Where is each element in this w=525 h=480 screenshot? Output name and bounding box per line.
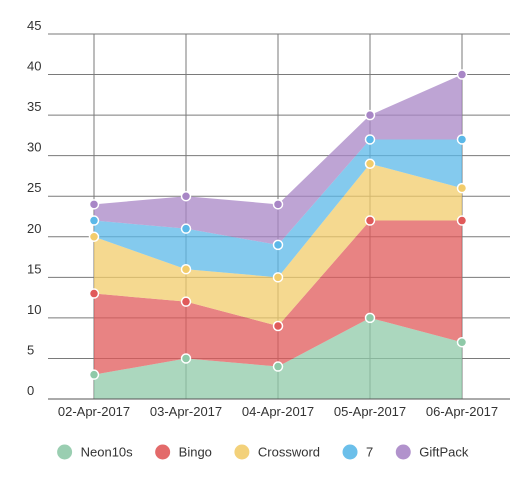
y-tick-label: 25 (27, 180, 41, 195)
point-7[interactable] (364, 134, 376, 145)
legend-marker (395, 444, 411, 460)
point-bingo[interactable] (88, 288, 100, 299)
y-tick-label: 20 (27, 221, 41, 236)
x-tick-label: 06-Apr-2017 (426, 404, 498, 419)
point-crossword[interactable] (364, 158, 376, 170)
y-tick-label: 35 (27, 99, 41, 114)
y-tick-label: 30 (27, 140, 41, 155)
point-giftpack[interactable] (272, 199, 284, 210)
legend-label: GiftPack (419, 445, 469, 460)
point-crossword[interactable] (272, 272, 284, 283)
y-tick-label: 40 (27, 59, 41, 74)
point-neon10s[interactable] (180, 353, 192, 364)
x-tick-label: 04-Apr-2017 (242, 404, 314, 419)
point-7[interactable] (272, 239, 284, 251)
point-neon10s[interactable] (88, 369, 100, 380)
legend[interactable]: Neon10s Bingo Crossword 7 GiftPack (57, 444, 469, 460)
legend-item-7[interactable]: 7 (342, 444, 374, 460)
point-giftpack[interactable] (456, 69, 468, 80)
legend-label: Bingo (179, 445, 212, 460)
point-giftpack[interactable] (88, 199, 100, 210)
y-tick-label: 15 (27, 261, 41, 276)
axes: 0 5 10 15 20 25 30 35 40 45 02-Apr-2017 03-Apr-2017… (27, 18, 510, 419)
y-tick-label: 45 (27, 18, 41, 33)
legend-item-crossword[interactable]: Crossword (234, 444, 320, 460)
legend-item-bingo[interactable]: Bingo (155, 444, 212, 460)
point-neon10s[interactable] (364, 312, 376, 324)
x-tick-label: 02-Apr-2017 (58, 404, 130, 419)
legend-marker (342, 444, 358, 460)
area-neon10s (94, 317, 462, 399)
point-giftpack[interactable] (180, 190, 192, 202)
y-tick-label: 0 (27, 383, 34, 398)
point-crossword[interactable] (180, 263, 192, 275)
area-bingo (94, 220, 462, 375)
point-bingo[interactable] (272, 320, 284, 332)
x-tick-label: 03-Apr-2017 (150, 404, 222, 419)
legend-marker (57, 444, 73, 460)
data-points (88, 69, 468, 380)
legend-label: Crossword (258, 445, 320, 460)
point-7[interactable] (180, 223, 192, 234)
point-bingo[interactable] (180, 296, 192, 307)
area-crossword (94, 163, 462, 326)
y-tick-label: 5 (27, 342, 34, 357)
point-bingo[interactable] (456, 215, 468, 226)
legend-label: 7 (366, 445, 373, 460)
legend-item-neon10s[interactable]: Neon10s (57, 444, 134, 460)
area-7 (94, 139, 462, 278)
point-7[interactable] (456, 134, 468, 145)
legend-label: Neon10s (81, 445, 134, 460)
point-crossword[interactable] (456, 182, 468, 194)
legend-marker (155, 444, 171, 460)
y-tick-label: 10 (27, 302, 41, 317)
x-tick-label: 05-Apr-2017 (334, 404, 406, 419)
legend-marker (234, 444, 250, 460)
point-neon10s[interactable] (456, 336, 468, 348)
point-neon10s[interactable] (272, 361, 284, 372)
point-bingo[interactable] (364, 215, 376, 226)
point-giftpack[interactable] (364, 109, 376, 121)
point-crossword[interactable] (88, 231, 100, 243)
point-7[interactable] (88, 215, 100, 226)
legend-item-giftpack[interactable]: GiftPack (395, 444, 469, 460)
